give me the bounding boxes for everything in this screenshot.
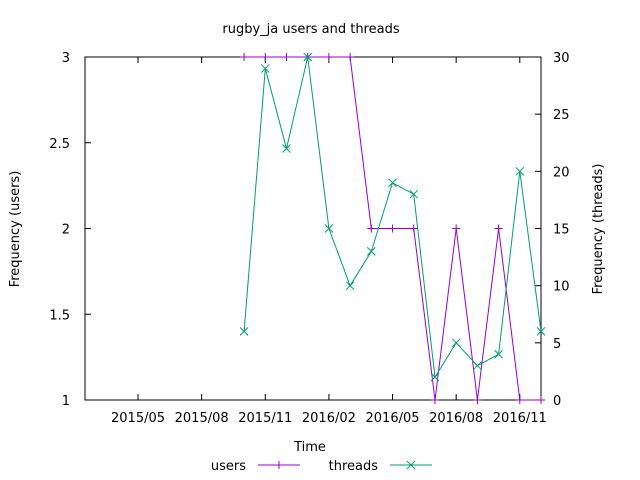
legend: users threads (211, 459, 432, 474)
data-point-threads (239, 327, 249, 336)
data-point-threads (303, 52, 313, 62)
series-layer (239, 52, 546, 404)
x-axis: 2015/05 2015/08 2015/11 2016/02 2016/05 2016/… (111, 57, 547, 426)
legend-marker-threads (406, 460, 416, 470)
data-point-threads (409, 189, 419, 199)
data-point-threads (515, 166, 525, 176)
data-point-threads (494, 349, 503, 359)
x-tick-label: 2015/11 (238, 411, 292, 426)
x-tick-label: 2016/11 (493, 411, 547, 426)
y-axis-left: 1 1.5 2 2.5 3 (49, 51, 91, 409)
data-point-users (261, 53, 270, 61)
x-tick-label: 2015/08 (175, 411, 229, 426)
data-point-threads (366, 247, 376, 256)
x-tick-label: 2016/05 (366, 411, 420, 426)
series-line-threads (243, 56, 542, 379)
y-left-tick-label: 3 (62, 51, 70, 66)
chart-title: rugby_ja users and threads (222, 22, 399, 37)
y-axis-label-right: Frequency (threads) (591, 164, 606, 295)
y-left-tick-label: 1 (62, 394, 70, 409)
data-point-users (452, 224, 461, 233)
data-point-users (324, 53, 333, 61)
y-right-tick-label: 5 (553, 337, 561, 352)
data-point-threads (388, 178, 397, 188)
y-right-tick-label: 10 (553, 280, 570, 295)
y-left-tick-label: 2 (62, 223, 70, 238)
y-right-tick-label: 30 (553, 51, 570, 66)
y-axis-right: 0 5 10 15 20 25 30 (535, 51, 570, 409)
x-tick-label: 2016/02 (302, 411, 356, 426)
y-right-tick-label: 20 (553, 165, 570, 180)
legend-marker-users (275, 461, 283, 469)
y-axis-label-left: Frequency (users) (8, 171, 23, 288)
data-point-threads (430, 372, 440, 382)
data-point-users (515, 396, 524, 404)
data-point-users (430, 396, 439, 404)
data-point-users (388, 224, 397, 233)
data-point-threads (451, 338, 461, 348)
data-point-users (282, 53, 291, 61)
data-point-threads (536, 327, 546, 336)
y-right-tick-label: 25 (553, 108, 570, 123)
data-point-threads (282, 144, 291, 153)
data-point-users (240, 53, 249, 61)
y-right-tick-label: 15 (553, 223, 570, 238)
legend-label-users: users (211, 459, 246, 474)
x-tick-label: 2016/08 (429, 411, 483, 426)
y-right-tick-label: 0 (553, 394, 561, 409)
y-left-tick-label: 1.5 (49, 308, 70, 323)
plot-frame (84, 56, 542, 401)
data-point-threads (473, 361, 482, 371)
legend-label-threads: threads (329, 459, 379, 474)
data-point-users (409, 224, 418, 233)
data-point-users (537, 396, 545, 404)
data-point-threads (345, 281, 355, 291)
x-axis-label: Time (293, 440, 326, 455)
data-point-users (346, 53, 355, 61)
data-point-users (367, 224, 376, 233)
data-point-users (473, 396, 482, 404)
data-point-users (494, 224, 503, 233)
y-left-tick-label: 2.5 (49, 137, 70, 152)
x-tick-label: 2015/05 (111, 411, 165, 426)
data-point-threads (260, 64, 270, 73)
data-point-threads (324, 224, 334, 233)
